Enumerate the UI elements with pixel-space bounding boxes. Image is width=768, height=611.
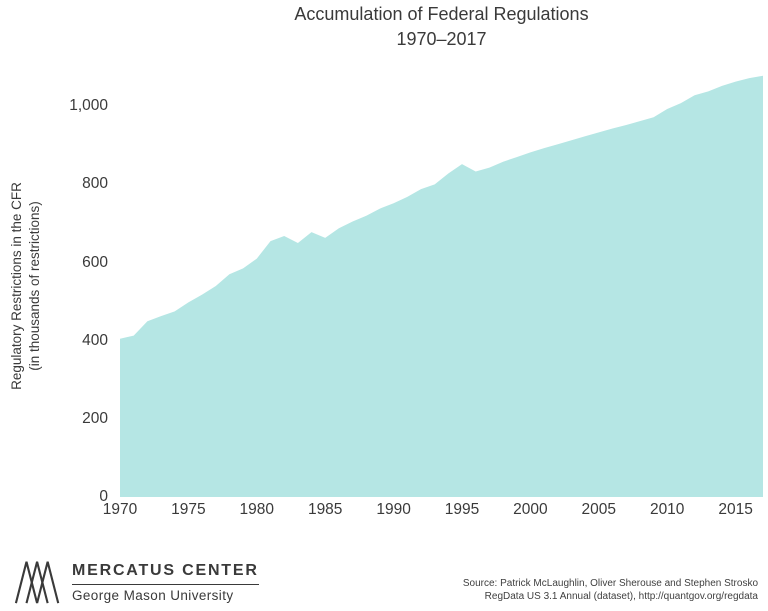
source-line2: RegData US 3.1 Annual (dataset), http://… [484, 591, 758, 602]
y-tick-label: 400 [82, 331, 108, 349]
x-tick-label: 2015 [718, 501, 753, 518]
footer: MERCATUS CENTER George Mason University … [14, 559, 758, 605]
brand-block: MERCATUS CENTER George Mason University [14, 559, 259, 605]
x-tick-label: 1995 [444, 501, 480, 518]
brand-university-name: George Mason University [72, 587, 234, 603]
x-tick-label: 1970 [102, 501, 138, 518]
x-tick-label: 2005 [581, 501, 617, 518]
chart-title-line1: Accumulation of Federal Regulations [294, 4, 589, 24]
x-tick-label: 1980 [239, 501, 275, 518]
y-tick-label: 0 [99, 488, 108, 505]
x-axis-ticks: 1970 1975 1980 1985 1990 1995 2000 2005 2010 2015 [103, 501, 763, 523]
y-axis-ticks: 0 200 400 600 800 1,000 [0, 75, 108, 505]
x-tick-label: 1975 [171, 501, 206, 518]
brand-text: MERCATUS CENTER George Mason University [72, 562, 259, 603]
y-tick-label: 800 [82, 175, 108, 193]
area-chart-plot [120, 75, 763, 497]
x-tick-label: 1990 [376, 501, 411, 518]
x-tick-label: 2010 [649, 501, 685, 518]
x-tick-label: 1985 [307, 501, 343, 518]
y-tick-label: 200 [82, 409, 108, 427]
source-attribution: Source: Patrick McLaughlin, Oliver Shero… [463, 577, 758, 605]
y-tick-label: 600 [82, 253, 108, 271]
area-series [120, 75, 763, 497]
brand-org-name: MERCATUS CENTER [72, 562, 259, 585]
x-tick-label: 2000 [513, 501, 548, 518]
source-line1: Source: Patrick McLaughlin, Oliver Shero… [462, 578, 758, 589]
y-tick-label: 1,000 [69, 97, 108, 115]
area-chart-svg [120, 75, 763, 497]
chart-title: Accumulation of Federal Regulations 1970… [120, 2, 763, 52]
chart-title-line2: 1970–2017 [396, 29, 487, 49]
mercatus-logo [14, 561, 60, 604]
